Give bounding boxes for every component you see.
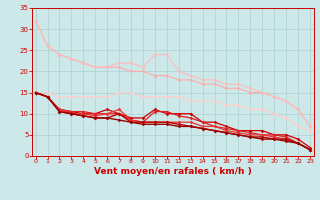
X-axis label: Vent moyen/en rafales ( km/h ): Vent moyen/en rafales ( km/h ) — [94, 167, 252, 176]
